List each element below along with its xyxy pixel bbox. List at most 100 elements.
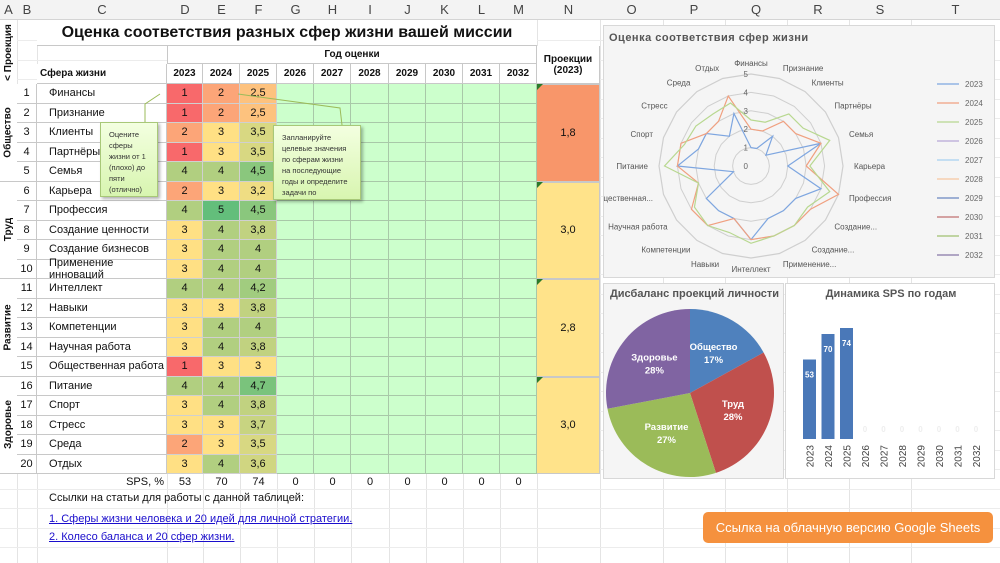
column-header-M[interactable]: M — [500, 0, 537, 20]
bar-chart-panel[interactable]: Динамика SPS по годам 53 2023 70 2024 74 2025… — [785, 283, 995, 479]
sphere-name[interactable]: Профессия — [37, 201, 167, 221]
score-cell-2030[interactable] — [426, 298, 463, 318]
score-cell-2032[interactable] — [500, 240, 537, 260]
score-cell-2028[interactable] — [351, 84, 389, 104]
pie-chart-panel[interactable]: Дисбаланс проекций личности Общество 17% Т… — [603, 283, 784, 479]
score-cell-2032[interactable] — [500, 298, 537, 318]
score-cell-2024[interactable]: 4 — [203, 337, 240, 357]
score-cell-2024[interactable]: 4 — [203, 396, 240, 416]
column-header-P[interactable]: P — [663, 0, 725, 20]
score-cell-2030[interactable] — [426, 181, 463, 201]
score-cell-2023[interactable]: 1 — [167, 103, 203, 123]
score-cell-2030[interactable] — [426, 162, 463, 182]
score-cell-2032[interactable] — [500, 279, 537, 299]
score-cell-2023[interactable]: 2 — [167, 435, 203, 455]
column-header-A[interactable]: A — [0, 0, 17, 20]
sphere-name[interactable]: Навыки — [37, 298, 167, 318]
score-cell-2024[interactable]: 4 — [203, 318, 240, 338]
score-cell-2031[interactable] — [463, 435, 500, 455]
column-header-O[interactable]: O — [600, 0, 663, 20]
score-cell-2031[interactable] — [463, 318, 500, 338]
score-cell-2030[interactable] — [426, 259, 463, 279]
score-cell-2029[interactable] — [389, 220, 426, 240]
score-cell-2029[interactable] — [389, 435, 426, 455]
score-cell-2028[interactable] — [351, 103, 389, 123]
link-life-spheres-article[interactable]: 1. Сферы жизни человека и 20 идей для ли… — [49, 513, 353, 525]
score-cell-2030[interactable] — [426, 357, 463, 377]
score-cell-2029[interactable] — [389, 454, 426, 474]
score-cell-2024[interactable]: 5 — [203, 201, 240, 221]
score-cell-2028[interactable] — [351, 259, 389, 279]
score-cell-2023[interactable]: 3 — [167, 454, 203, 474]
sphere-name[interactable]: Создание бизнесов — [37, 240, 167, 260]
score-cell-2024[interactable]: 3 — [203, 142, 240, 162]
score-cell-2030[interactable] — [426, 142, 463, 162]
radar-chart-panel[interactable]: Оценка соответствия сфер жизни 0 1 2 3 4 5 Фин… — [603, 25, 995, 278]
sphere-name[interactable]: Компетенции — [37, 318, 167, 338]
score-cell-2026[interactable] — [277, 357, 314, 377]
score-cell-2026[interactable] — [277, 201, 314, 221]
score-cell-2032[interactable] — [500, 454, 537, 474]
score-cell-2025[interactable]: 4,5 — [240, 201, 277, 221]
score-cell-2025[interactable]: 3,8 — [240, 220, 277, 240]
score-cell-2025[interactable]: 4 — [240, 240, 277, 260]
column-header-S[interactable]: S — [849, 0, 911, 20]
projection-side-label[interactable]: < Проекция — [0, 20, 17, 84]
score-cell-2027[interactable] — [314, 376, 351, 396]
score-cell-2031[interactable] — [463, 162, 500, 182]
score-cell-2028[interactable] — [351, 201, 389, 221]
score-cell-2024[interactable]: 4 — [203, 220, 240, 240]
sphere-name[interactable]: Стресс — [37, 415, 167, 435]
score-cell-2031[interactable] — [463, 84, 500, 104]
score-cell-2028[interactable] — [351, 415, 389, 435]
column-header-B[interactable]: B — [17, 0, 37, 20]
sphere-name[interactable]: Создание ценности — [37, 220, 167, 240]
column-header-L[interactable]: L — [463, 0, 500, 20]
score-cell-2028[interactable] — [351, 279, 389, 299]
sphere-name[interactable]: Применение инноваций — [37, 257, 167, 281]
score-cell-2024[interactable]: 4 — [203, 259, 240, 279]
score-cell-2032[interactable] — [500, 396, 537, 416]
score-cell-2023[interactable]: 1 — [167, 357, 203, 377]
score-cell-2031[interactable] — [463, 279, 500, 299]
score-cell-2032[interactable] — [500, 415, 537, 435]
score-cell-2027[interactable] — [314, 220, 351, 240]
score-cell-2024[interactable]: 4 — [203, 376, 240, 396]
score-cell-2027[interactable] — [314, 201, 351, 221]
column-header-H[interactable]: H — [314, 0, 351, 20]
score-cell-2023[interactable]: 3 — [167, 337, 203, 357]
score-cell-2031[interactable] — [463, 415, 500, 435]
column-header-T[interactable]: T — [911, 0, 1000, 20]
score-cell-2030[interactable] — [426, 201, 463, 221]
score-cell-2029[interactable] — [389, 415, 426, 435]
score-cell-2026[interactable] — [277, 84, 314, 104]
note-rate-spheres[interactable]: Оцените сферы жизни от 1 (плохо) до пяти… — [100, 122, 158, 197]
score-cell-2032[interactable] — [500, 142, 537, 162]
score-cell-2026[interactable] — [277, 396, 314, 416]
google-sheets-cloud-button[interactable]: Ссылка на облачную версию Google Sheets — [703, 512, 993, 543]
score-cell-2025[interactable]: 4 — [240, 259, 277, 279]
score-cell-2032[interactable] — [500, 84, 537, 104]
score-cell-2027[interactable] — [314, 298, 351, 318]
score-cell-2024[interactable]: 4 — [203, 279, 240, 299]
score-cell-2029[interactable] — [389, 279, 426, 299]
score-cell-2029[interactable] — [389, 84, 426, 104]
score-cell-2028[interactable] — [351, 298, 389, 318]
score-cell-2027[interactable] — [314, 357, 351, 377]
score-cell-2028[interactable] — [351, 240, 389, 260]
score-cell-2029[interactable] — [389, 201, 426, 221]
score-cell-2032[interactable] — [500, 259, 537, 279]
score-cell-2027[interactable] — [314, 396, 351, 416]
score-cell-2028[interactable] — [351, 337, 389, 357]
score-cell-2025[interactable]: 3,8 — [240, 298, 277, 318]
score-cell-2023[interactable]: 4 — [167, 162, 203, 182]
score-cell-2023[interactable]: 3 — [167, 220, 203, 240]
column-header-J[interactable]: J — [389, 0, 426, 20]
column-header-F[interactable]: F — [240, 0, 277, 20]
sphere-name[interactable]: Интеллект — [37, 279, 167, 299]
score-cell-2030[interactable] — [426, 415, 463, 435]
score-cell-2031[interactable] — [463, 298, 500, 318]
score-cell-2025[interactable]: 4,2 — [240, 279, 277, 299]
score-cell-2029[interactable] — [389, 396, 426, 416]
column-header-G[interactable]: G — [277, 0, 314, 20]
